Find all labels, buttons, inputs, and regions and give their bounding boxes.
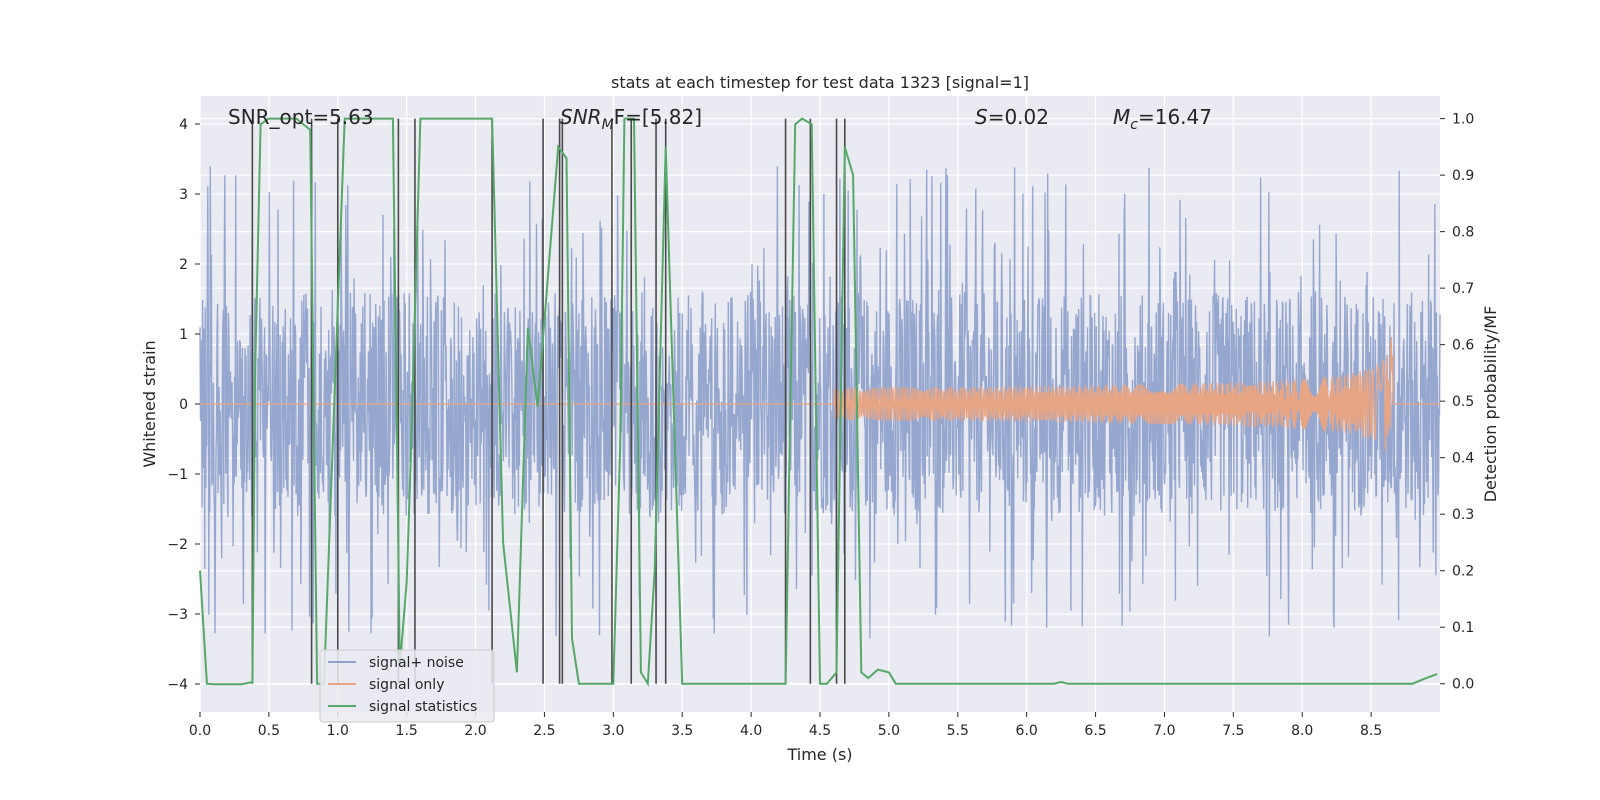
series-signal-noise [199,166,1441,639]
x-tick-label: 4.0 [740,723,762,739]
stats-trace [199,117,1438,687]
y2-tick-label: 0.7 [1452,281,1474,297]
x-tick-label: 2.5 [533,723,555,739]
annotation-snr-mf-tail: F=[5.82] [614,105,702,129]
y-axis-ticks: −4 −3 −2 −1 0 1 2 3 4 [167,117,200,693]
x-tick-label: 7.0 [1153,723,1175,739]
legend: signal+ noise signal only signal statist… [319,649,495,723]
annotation-mc-var: M [1113,105,1130,129]
legend-label-signal: signal only [369,677,444,693]
y-tick-label: −4 [167,677,188,693]
signal-trace [200,336,1440,451]
annotation-snr-mf: SNRMF=[5.82] [560,105,702,133]
y-tick-label: −3 [167,607,188,623]
y2-axis-title: Detection probability/MF [1481,306,1500,503]
y2-tick-label: 0.6 [1452,338,1474,354]
y2-tick-label: 0.8 [1452,225,1474,241]
x-tick-label: 8.5 [1360,723,1382,739]
annotation-snr-mf-base: SNR [560,105,602,129]
y2-axis-ticks: 0.0 0.1 0.2 0.3 0.4 0.5 0.6 0.7 0.8 0.9 1.0 [1440,112,1474,693]
x-tick-label: 4.5 [809,723,831,739]
x-tick-label: 1.0 [327,723,349,739]
y2-tick-label: 0.3 [1452,507,1474,523]
y-tick-label: −2 [167,537,188,553]
x-tick-label: 7.5 [1222,723,1244,739]
x-axis-ticks: 0.0 0.5 1.0 1.5 2.0 2.5 3.0 3.5 4.0 4.5 5.0 5.5 6.0 6… [189,712,1382,739]
x-tick-label: 8.0 [1291,723,1313,739]
x-tick-label: 5.5 [947,723,969,739]
x-axis-title: Time (s) [786,745,852,764]
y-tick-label: 2 [179,257,188,273]
chart-title: stats at each timestep for test data 132… [611,73,1029,92]
y-tick-label: 0 [179,397,188,413]
y-tick-label: 1 [179,327,188,343]
y-tick-label: 3 [179,187,188,203]
legend-label-stats: signal statistics [369,699,477,715]
y-tick-label: 4 [179,117,188,133]
y2-tick-label: 0.4 [1452,451,1474,467]
annotation-snr-mf-sub: M [602,117,614,133]
x-tick-label: 6.5 [1084,723,1106,739]
annotation-mc-sub: c [1130,117,1138,133]
x-tick-label: 0.5 [258,723,280,739]
annotation-mc: Mc=16.47 [1113,105,1212,133]
y2-tick-label: 0.0 [1452,677,1474,693]
x-tick-label: 2.0 [464,723,486,739]
x-tick-label: 5.0 [878,723,900,739]
y-axis-title: Whitened strain [140,340,159,467]
annotation-s-var: S [975,105,988,129]
y2-tick-label: 1.0 [1452,112,1474,128]
x-tick-label: 3.0 [602,723,624,739]
y2-tick-label: 0.1 [1452,620,1474,636]
noise-trace [199,166,1441,639]
y2-tick-label: 0.2 [1452,564,1474,580]
legend-label-noise: signal+ noise [369,655,464,671]
legend-box [319,649,495,723]
x-tick-label: 1.5 [396,723,418,739]
y-tick-label: −1 [167,467,188,483]
annotation-s-val: =0.02 [988,105,1049,129]
annotation-s: S=0.02 [975,105,1049,129]
x-tick-label: 6.0 [1016,723,1038,739]
x-tick-label: 0.0 [189,723,211,739]
series-signal-only [200,336,1440,451]
annotation-snr-opt: SNR_opt=5.63 [228,105,374,129]
x-tick-label: 3.5 [671,723,693,739]
annotation-mc-val: =16.47 [1138,105,1212,129]
y2-tick-label: 0.5 [1452,394,1474,410]
y2-tick-label: 0.9 [1452,168,1474,184]
series-signal-statistics [199,117,1438,687]
